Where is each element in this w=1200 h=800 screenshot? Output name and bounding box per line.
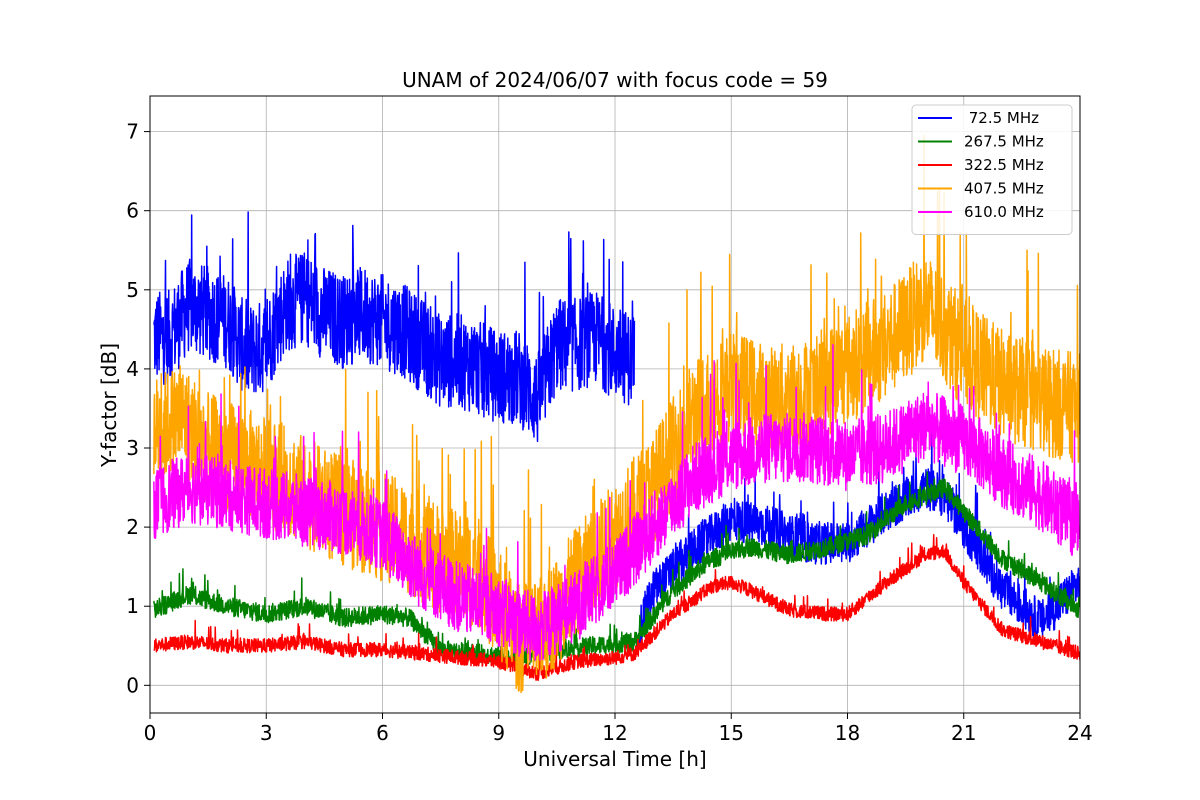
y-tick-label: 2 (126, 515, 139, 539)
y-axis-label: Y-factor [dB] (97, 343, 121, 468)
x-tick-label: 0 (144, 721, 157, 745)
legend-label: 72.5 MHz (964, 109, 1039, 127)
x-axis-label: Universal Time [h] (523, 747, 706, 771)
legend-label: 610.0 MHz (964, 203, 1044, 221)
y-tick-label: 3 (126, 436, 139, 460)
y-tick-label: 7 (126, 120, 139, 144)
y-axis-ticks: 0 1 2 3 4 5 6 7 (126, 120, 150, 697)
series-group (153, 134, 1080, 694)
x-tick-label: 18 (835, 721, 860, 745)
series-2-line (153, 533, 1080, 681)
x-tick-label: 6 (376, 721, 389, 745)
x-axis-ticks: 0 3 6 9 12 15 18 21 24 (144, 713, 1093, 745)
y-tick-label: 6 (126, 199, 139, 223)
legend-label: 322.5 MHz (964, 156, 1044, 174)
chart-title: UNAM of 2024/06/07 with focus code = 59 (402, 68, 828, 92)
y-tick-label: 1 (126, 594, 139, 618)
y-tick-label: 4 (126, 357, 139, 381)
legend-label: 267.5 MHz (964, 133, 1044, 151)
x-tick-label: 24 (1067, 721, 1092, 745)
series-1-line (153, 471, 1080, 668)
series-4-line (153, 343, 1080, 661)
series-0-line-segment-2 (637, 425, 1080, 650)
x-tick-label: 12 (602, 721, 627, 745)
legend-box (911, 104, 1073, 235)
series-0-line (153, 211, 636, 443)
y-tick-label: 5 (126, 278, 139, 302)
x-tick-label: 15 (719, 721, 744, 745)
x-tick-label: 9 (492, 721, 505, 745)
x-tick-label: 21 (951, 721, 976, 745)
legend-label: 407.5 MHz (964, 180, 1044, 198)
x-tick-label: 3 (260, 721, 273, 745)
legend: 72.5 MHz 267.5 MHz 322.5 MHz 407.5 MHz 610.0… (911, 104, 1073, 235)
y-tick-label: 0 (126, 673, 139, 697)
